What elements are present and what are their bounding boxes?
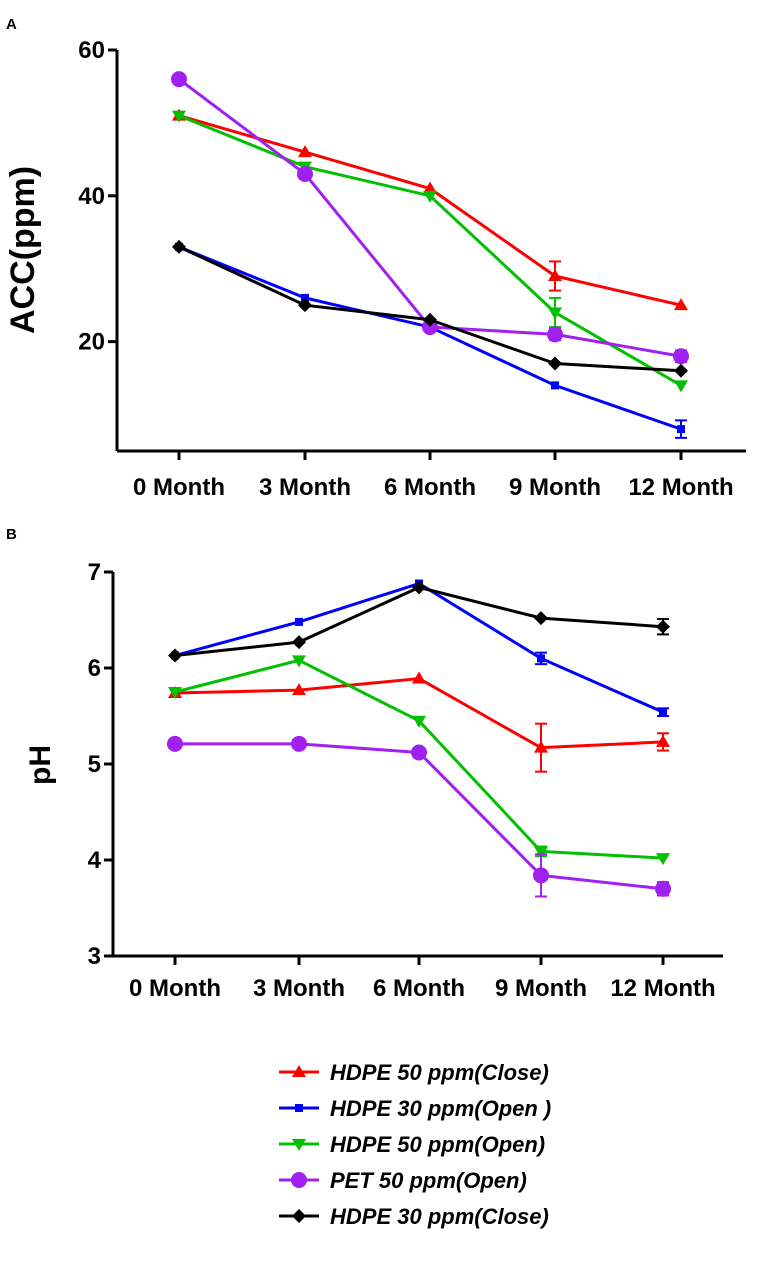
data-point (534, 740, 548, 753)
y-tick-label: 60 (78, 37, 105, 64)
series-5 (172, 239, 688, 378)
data-point (291, 735, 307, 752)
x-tick-label: 6 Month (373, 975, 465, 1002)
legend-marker (292, 1139, 306, 1151)
data-point (655, 880, 671, 897)
series-4 (167, 735, 671, 898)
data-point (297, 165, 313, 182)
data-point (292, 655, 306, 668)
data-point (168, 648, 182, 663)
data-point (298, 145, 312, 158)
data-point (677, 425, 685, 434)
data-point (674, 298, 688, 311)
data-point (674, 380, 688, 393)
legend-item: HDPE 50 ppm(Open) (279, 1132, 545, 1157)
panel-label: B (6, 526, 17, 543)
y-tick-label: 5 (88, 751, 101, 778)
data-point (533, 867, 549, 884)
data-point (168, 687, 182, 699)
data-point (292, 635, 306, 650)
legend-item: PET 50 ppm(Open) (279, 1168, 527, 1193)
series-line (174, 585, 664, 658)
y-tick-label: 7 (88, 559, 101, 586)
data-point (656, 734, 670, 747)
data-point (411, 744, 427, 761)
y-axis-title: ACC(ppm) (4, 166, 42, 334)
series-4 (171, 71, 689, 365)
data-point (534, 846, 548, 859)
panel-label: A (6, 16, 17, 33)
data-point (295, 617, 303, 626)
series-line (174, 677, 664, 750)
data-point (298, 298, 312, 313)
data-point (656, 853, 670, 866)
data-point (301, 293, 309, 302)
data-point (412, 671, 426, 684)
x-tick-label: 12 Month (628, 474, 733, 501)
x-tick-label: 6 Month (384, 474, 476, 501)
y-tick-label: 4 (88, 847, 102, 874)
legend-marker (292, 1065, 306, 1077)
x-tick-label: 3 Month (259, 474, 351, 501)
data-point (423, 181, 437, 194)
x-tick-label: 0 Month (129, 975, 221, 1002)
legend-label: HDPE 30 ppm(Close) (330, 1204, 549, 1229)
legend-marker (295, 1104, 303, 1112)
data-point (412, 580, 426, 595)
data-point (537, 654, 545, 663)
x-tick-label: 0 Month (133, 474, 225, 501)
data-point (167, 735, 183, 752)
data-point (547, 326, 563, 343)
series-3 (172, 110, 688, 393)
data-point (656, 619, 670, 634)
x-tick-label: 9 Month (509, 474, 601, 501)
data-point (548, 356, 562, 371)
y-tick-label: 3 (88, 943, 101, 970)
data-point (172, 110, 186, 123)
data-point (551, 381, 559, 390)
y-tick-label: 6 (88, 655, 101, 682)
data-point (412, 715, 426, 728)
legend-item: HDPE 50 ppm(Close) (279, 1060, 549, 1085)
y-tick-label: 40 (78, 183, 105, 210)
x-tick-label: 9 Month (495, 975, 587, 1002)
legend-label: HDPE 50 ppm(Open) (330, 1132, 545, 1157)
x-tick-label: 3 Month (253, 975, 345, 1002)
panel-b-chart: B 3 4 5 6 7 0 Month 3 Month 6 Month 9 Month 12 Mon… (6, 526, 723, 1002)
series-line (178, 114, 682, 387)
series-line (178, 245, 682, 431)
data-point (423, 190, 437, 203)
y-tick-label: 20 (78, 329, 105, 356)
legend-marker (291, 1172, 307, 1188)
series-1 (168, 671, 670, 773)
data-point (423, 312, 437, 327)
data-point (548, 269, 562, 282)
series-2 (175, 242, 687, 439)
data-point (171, 71, 187, 88)
data-point (548, 307, 562, 320)
panel-a-chart: A 20 40 60 0 Month 3 Month 6 Month 9 Month 12 Mo… (4, 16, 746, 501)
legend: HDPE 50 ppm(Close) HDPE 30 ppm(Open ) HDPE… (279, 1060, 551, 1229)
data-point (534, 611, 548, 626)
data-point (172, 239, 186, 254)
y-axis-title: pH (24, 745, 57, 785)
legend-item: HDPE 30 ppm(Close) (279, 1204, 549, 1229)
data-point (292, 683, 306, 696)
data-point (659, 708, 667, 717)
data-point (422, 319, 438, 336)
legend-label: PET 50 ppm(Open) (330, 1168, 527, 1193)
series-line (178, 245, 682, 373)
series-3 (168, 655, 670, 866)
legend-item: HDPE 30 ppm(Open ) (279, 1096, 551, 1121)
series-5 (168, 580, 670, 663)
data-point (673, 348, 689, 365)
legend-label: HDPE 50 ppm(Close) (330, 1060, 549, 1085)
series-line (175, 742, 664, 891)
data-point (674, 363, 688, 378)
x-tick-label: 12 Month (610, 975, 715, 1002)
legend-marker (292, 1209, 306, 1223)
legend-label: HDPE 30 ppm(Open ) (330, 1096, 551, 1121)
